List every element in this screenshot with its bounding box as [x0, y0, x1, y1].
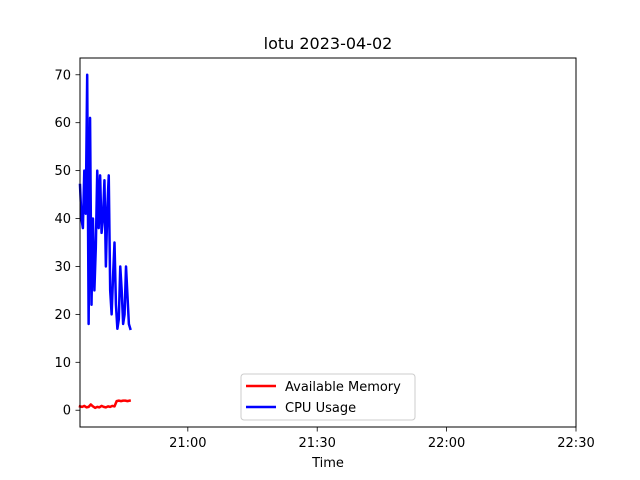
y-tick-label: 20 [54, 308, 71, 323]
legend-label-available-memory: Available Memory [285, 380, 401, 395]
legend-box [240, 373, 416, 421]
legend: Available Memory CPU Usage [240, 373, 416, 421]
y-tick-label: 70 [54, 68, 71, 83]
x-tick-label: 21:00 [169, 436, 206, 451]
x-tick-label: 21:30 [298, 436, 335, 451]
x-axis: 21:00 21:30 22:00 22:30 [169, 427, 595, 451]
series-line-available-memory [78, 399, 132, 410]
y-tick-label: 60 [54, 116, 71, 131]
y-tick-label: 10 [54, 356, 71, 371]
series-layer [78, 73, 132, 410]
plot-frame [79, 57, 577, 428]
x-axis-label: Time [311, 456, 344, 471]
x-tick-label: 22:30 [557, 436, 594, 451]
plot-area [80, 58, 576, 427]
y-axis: 0 10 20 30 40 50 60 70 [54, 68, 80, 419]
chart-title: lotu 2023-04-02 [264, 34, 393, 53]
x-tick-label: 22:00 [428, 436, 465, 451]
y-tick-label: 50 [54, 164, 71, 179]
series-line-cpu-usage [78, 73, 132, 331]
y-tick-label: 40 [54, 212, 71, 227]
legend-label-cpu-usage: CPU Usage [285, 401, 356, 416]
y-tick-label: 0 [63, 404, 71, 419]
y-tick-label: 30 [54, 260, 71, 275]
